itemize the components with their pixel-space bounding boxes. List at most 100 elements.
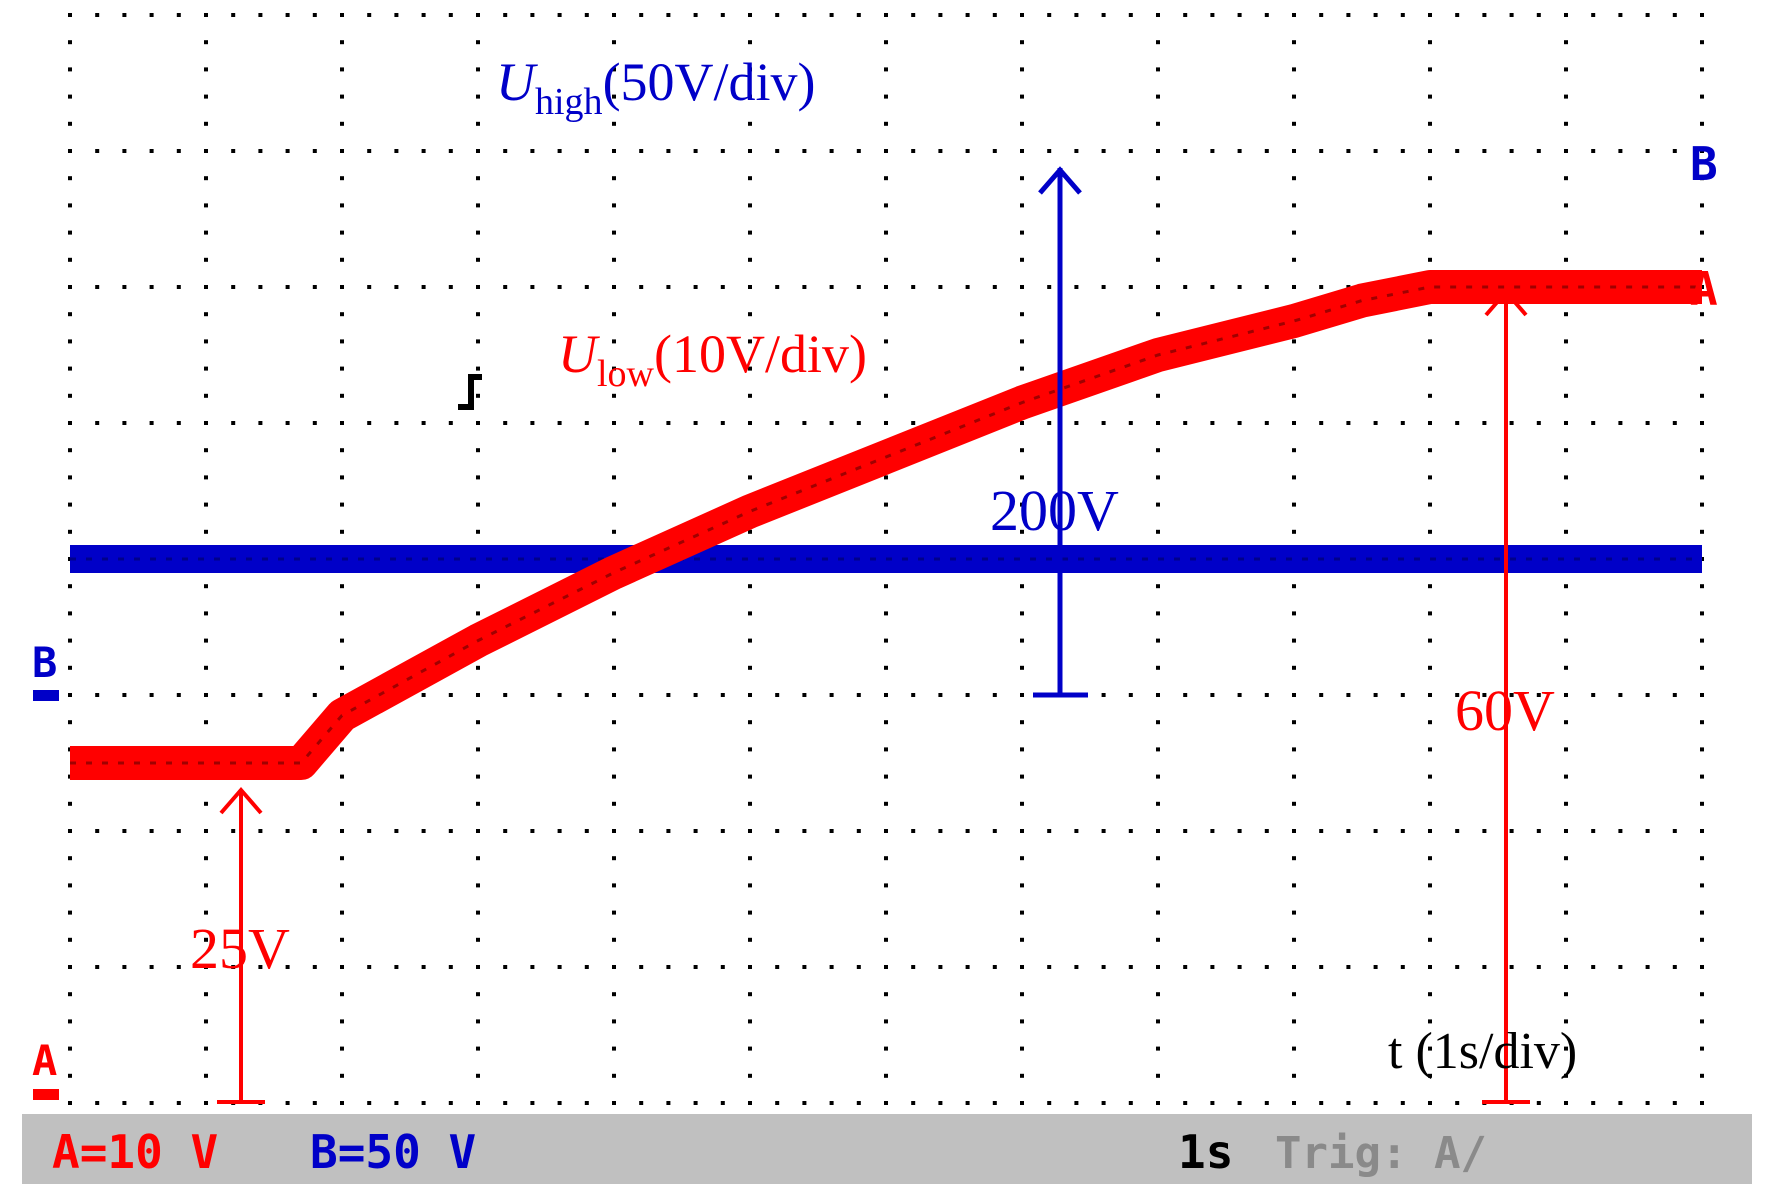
- grid-dot: [1564, 421, 1568, 425]
- grid-dot: [1428, 529, 1432, 534]
- grid-dot: [1700, 829, 1704, 833]
- grid-dot: [693, 693, 698, 697]
- grid-dot: [612, 230, 616, 235]
- marker-b-left-bar: [33, 690, 59, 701]
- grid-dot: [1156, 801, 1160, 806]
- grid-dot: [1292, 1073, 1296, 1078]
- grid-dot: [612, 393, 616, 398]
- grid-dot: [748, 40, 752, 45]
- grid-dot: [884, 937, 888, 942]
- grid-dot: [1020, 339, 1024, 344]
- grid-dot: [68, 720, 72, 725]
- grid-dot: [612, 366, 616, 371]
- grid-dot: [884, 611, 888, 616]
- grid-dot: [612, 176, 616, 181]
- grid-dot: [1292, 393, 1296, 398]
- grid-dot: [1183, 1101, 1188, 1105]
- grid-dot: [1292, 13, 1296, 17]
- grid-dot: [748, 67, 752, 72]
- grid-dot: [285, 829, 290, 833]
- grid-dot: [1020, 448, 1024, 453]
- grid-dot: [394, 13, 399, 17]
- grid-dot: [1428, 312, 1432, 317]
- grid-dot: [122, 829, 127, 833]
- grid-dot: [231, 829, 236, 833]
- grid-dot: [748, 176, 752, 181]
- grid-dot: [748, 883, 752, 888]
- label-60v: 60V: [1455, 678, 1555, 743]
- grid-dot: [720, 693, 725, 697]
- grid-dot: [1020, 121, 1024, 126]
- grid-dot: [68, 638, 72, 643]
- grid-dot: [748, 1073, 752, 1078]
- grid-dot: [1700, 366, 1704, 371]
- grid-dot: [1183, 829, 1188, 833]
- grid-dot: [340, 910, 344, 915]
- grid-dot: [1428, 149, 1432, 153]
- grid-dot: [476, 339, 480, 344]
- grid-dot: [612, 285, 616, 289]
- grid-dot: [1564, 40, 1568, 45]
- grid-dot: [1482, 693, 1487, 697]
- grid-dot: [122, 421, 127, 425]
- grid-dot: [1319, 693, 1324, 697]
- label-25v: 25V: [190, 916, 290, 981]
- grid-dot: [340, 448, 344, 453]
- grid-dot: [612, 965, 616, 969]
- grid-dot: [231, 421, 236, 425]
- grid-dot: [1128, 965, 1133, 969]
- grid-dot: [1536, 421, 1541, 425]
- grid-dot: [1700, 1073, 1704, 1078]
- grid-dot: [992, 1101, 997, 1105]
- grid-dot: [340, 665, 344, 670]
- grid-dot: [1373, 13, 1378, 17]
- grid-dot: [612, 747, 616, 752]
- grid-dot: [1428, 393, 1432, 398]
- grid-dot: [367, 13, 372, 17]
- grid-dot: [1564, 720, 1568, 725]
- grid-dot: [1509, 829, 1514, 833]
- grid-dot: [748, 829, 752, 833]
- grid-dot: [612, 774, 616, 779]
- grid-dot: [884, 774, 888, 779]
- grid-dot: [1509, 965, 1514, 969]
- grid-dot: [1156, 285, 1160, 289]
- grid-dot: [1020, 665, 1024, 670]
- grid-dot: [584, 693, 589, 697]
- trace-ch-a-noise: [70, 285, 1702, 765]
- grid-dot: [1101, 965, 1106, 969]
- grid-dot: [1237, 829, 1242, 833]
- grid-dot: [1047, 829, 1052, 833]
- grid-dot: [503, 965, 508, 969]
- grid-dot: [775, 13, 780, 17]
- grid-dot: [1292, 638, 1296, 643]
- grid-dot: [884, 910, 888, 915]
- grid-dot: [911, 965, 916, 969]
- grid-dot: [938, 149, 943, 153]
- grid-dot: [530, 285, 535, 289]
- grid-dot: [1020, 1073, 1024, 1078]
- grid-dot: [748, 801, 752, 806]
- grid-dot: [95, 421, 100, 425]
- grid-dot: [884, 40, 888, 45]
- grid-dot: [1101, 149, 1106, 153]
- grid-dot: [1564, 665, 1568, 670]
- grid-dot: [720, 421, 725, 425]
- grid-dot: [748, 230, 752, 235]
- grid-dot: [748, 339, 752, 344]
- grid-dot: [1645, 13, 1650, 17]
- grid-dot: [1020, 774, 1024, 779]
- grid-dot: [1700, 693, 1704, 697]
- grid-dot: [1564, 611, 1568, 616]
- grid-dot: [1020, 1019, 1024, 1024]
- grid-dot: [720, 829, 725, 833]
- grid-dot: [285, 13, 290, 17]
- grid-dot: [231, 693, 236, 697]
- grid-dot: [1292, 965, 1296, 969]
- grid-dot: [1183, 149, 1188, 153]
- grid-dot: [1156, 67, 1160, 72]
- grid-dot: [1128, 693, 1133, 697]
- grid-dot: [1020, 720, 1024, 725]
- grid-dot: [285, 285, 290, 289]
- grid-dot: [1264, 829, 1269, 833]
